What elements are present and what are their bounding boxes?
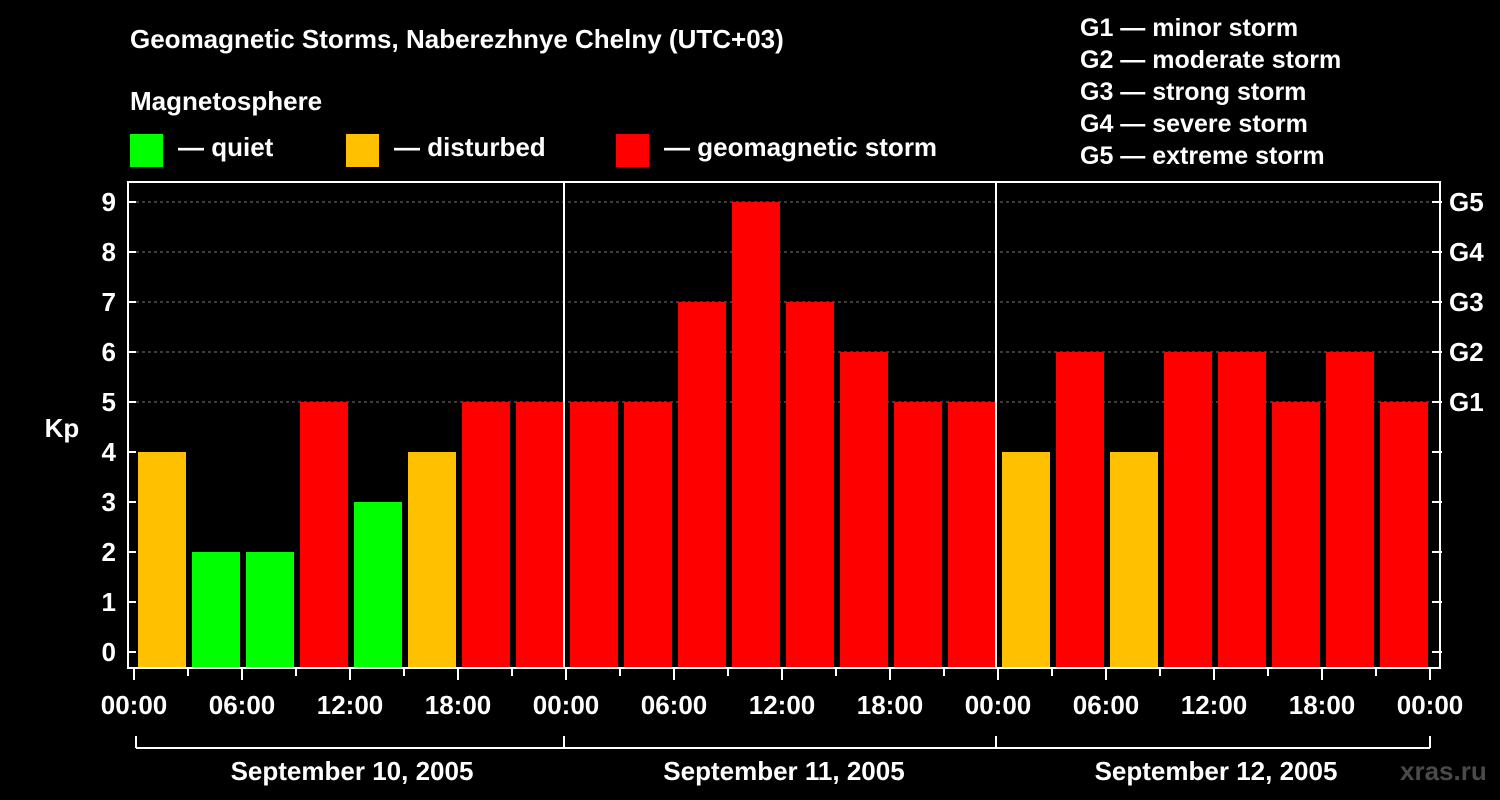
- right-tick-label: G5: [1449, 187, 1484, 217]
- chart-title: Geomagnetic Storms, Naberezhnye Chelny (…: [130, 24, 784, 54]
- kp-bar: [1002, 452, 1050, 668]
- x-tick-label: 18:00: [425, 690, 492, 720]
- y-tick-label: 0: [102, 637, 116, 667]
- legend-swatch-disturbed: [346, 134, 379, 167]
- right-tick-label: G3: [1449, 287, 1484, 317]
- y-tick-label: 3: [102, 487, 116, 517]
- watermark: xras.ru: [1400, 756, 1487, 786]
- kp-bar: [570, 402, 618, 668]
- kp-bar: [624, 402, 672, 668]
- x-tick-label: 00:00: [1397, 690, 1464, 720]
- kp-bar: [1272, 402, 1320, 668]
- y-axis-label: Kp: [45, 413, 80, 443]
- x-tick-label: 06:00: [209, 690, 276, 720]
- y-tick-label: 6: [102, 337, 116, 367]
- y-tick-label: 2: [102, 537, 116, 567]
- kp-bar: [516, 402, 564, 668]
- x-tick-label: 00:00: [965, 690, 1032, 720]
- x-tick-label: 06:00: [641, 690, 708, 720]
- storm-scale-g1: G1 — minor storm: [1080, 14, 1299, 42]
- kp-bar: [786, 302, 834, 668]
- kp-bar: [894, 402, 942, 668]
- kp-bar: [192, 552, 240, 668]
- kp-bar: [1218, 352, 1266, 668]
- x-tick-label: 12:00: [1181, 690, 1248, 720]
- kp-bar: [408, 452, 456, 668]
- right-tick-label: G1: [1449, 387, 1484, 417]
- right-tick-label: G4: [1449, 237, 1484, 267]
- legend-label-storm: — geomagnetic storm: [664, 132, 938, 162]
- day-label: September 12, 2005: [1095, 756, 1338, 786]
- day-label: September 10, 2005: [231, 756, 474, 786]
- x-tick-label: 00:00: [533, 690, 600, 720]
- y-tick-label: 1: [102, 587, 116, 617]
- kp-bar: [840, 352, 888, 668]
- kp-bar: [678, 302, 726, 668]
- kp-bar: [246, 552, 294, 668]
- x-tick-label: 12:00: [317, 690, 384, 720]
- storm-scale-g5: G5 — extreme storm: [1080, 142, 1325, 170]
- kp-bar: [1056, 352, 1104, 668]
- day-label: September 11, 2005: [663, 756, 904, 786]
- y-tick-label: 8: [102, 237, 116, 267]
- right-tick-label: G2: [1449, 337, 1484, 367]
- kp-bar: [1164, 352, 1212, 668]
- plot-frame: [127, 181, 1441, 669]
- storm-scale-g4: G4 — severe storm: [1080, 110, 1308, 138]
- x-tick-label: 18:00: [857, 690, 924, 720]
- kp-bar: [354, 502, 402, 668]
- kp-bar: [1380, 402, 1428, 668]
- storm-scale-g2: G2 — moderate storm: [1080, 46, 1342, 74]
- legend-label-quiet: — quiet: [178, 132, 274, 162]
- legend-label-disturbed: — disturbed: [394, 132, 546, 162]
- x-tick-label: 06:00: [1073, 690, 1140, 720]
- storm-scale-g3: G3 — strong storm: [1080, 78, 1307, 106]
- kp-bar: [138, 452, 186, 668]
- y-tick-label: 7: [102, 287, 116, 317]
- kp-bar: [462, 402, 510, 668]
- y-tick-label: 4: [102, 437, 117, 467]
- x-tick-label: 18:00: [1289, 690, 1356, 720]
- x-tick-label: 00:00: [101, 690, 168, 720]
- legend-swatch-storm: [616, 134, 649, 167]
- kp-bar: [1110, 452, 1158, 668]
- kp-bar: [1326, 352, 1374, 668]
- y-tick-label: 9: [102, 187, 116, 217]
- magnetosphere-label: Magnetosphere: [130, 86, 323, 116]
- y-tick-label: 5: [102, 387, 116, 417]
- legend-swatch-quiet: [130, 134, 163, 167]
- kp-bar: [300, 402, 348, 668]
- kp-bar: [732, 202, 780, 668]
- kp-bar: [948, 402, 996, 668]
- x-tick-label: 12:00: [749, 690, 816, 720]
